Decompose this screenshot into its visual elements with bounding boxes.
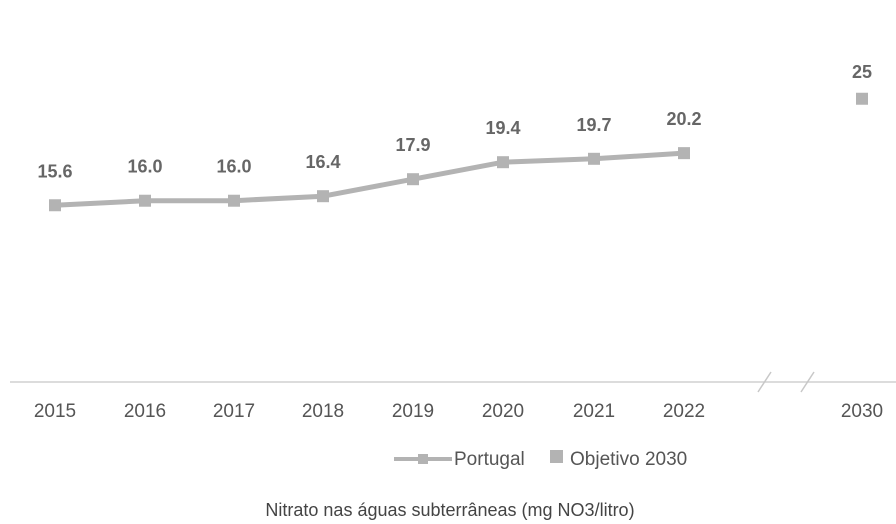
axis-break-left [757,371,772,393]
chart-caption: Nitrato nas águas subterrâneas (mg NO3/l… [265,500,634,520]
data-label: 16.0 [216,157,251,177]
axis-break-marks [757,371,815,393]
x-tick-label: 2022 [663,401,705,422]
data-point-portugal [49,199,61,212]
legend-swatch-marker [418,454,428,464]
legend-label-portugal: Portugal [454,449,525,470]
legend-label-objetivo-2030: Objetivo 2030 [570,449,687,470]
legend-item-objetivo-2030: Objetivo 2030 [550,449,687,470]
x-tick-label: 2017 [213,401,255,422]
x-tick-label: 2030 [841,401,883,422]
x-tick-label: 2019 [392,401,434,422]
data-label: 15.6 [37,161,72,181]
data-point-portugal [407,173,419,186]
data-point-portugal [228,194,240,207]
series-portugal [49,147,690,212]
x-tick-labels: 2015 2016 2017 2018 2019 2020 2021 2022 2030 [34,401,883,422]
data-point-portugal [497,156,509,169]
x-tick-label: 2021 [573,401,615,422]
x-tick-label: 2020 [482,401,524,422]
data-label: 16.0 [127,157,162,177]
data-point-portugal [588,152,600,165]
x-tick-label: 2016 [124,401,166,422]
data-label: 17.9 [395,135,430,155]
series-objetivo-2030 [856,92,868,105]
x-tick-label: 2015 [34,401,76,422]
data-point-objetivo-2030 [856,92,868,105]
data-point-portugal [678,147,690,160]
legend-item-portugal: Portugal [394,449,525,470]
x-tick-label: 2018 [302,401,344,422]
data-label: 20.2 [666,109,701,129]
data-labels: 15.6 16.0 16.0 16.4 17.9 19.4 19.7 20.2 25 [37,62,872,182]
data-label: 16.4 [305,152,340,172]
data-point-portugal [317,190,329,203]
data-label: 19.7 [576,115,611,135]
data-label: 19.4 [485,118,520,138]
legend-swatch-square [550,450,563,463]
data-label: 25 [852,62,872,82]
series-line-portugal [54,150,685,208]
legend: Portugal Objetivo 2030 [394,449,687,470]
axis-break-right [800,371,815,393]
data-point-portugal [139,194,151,207]
